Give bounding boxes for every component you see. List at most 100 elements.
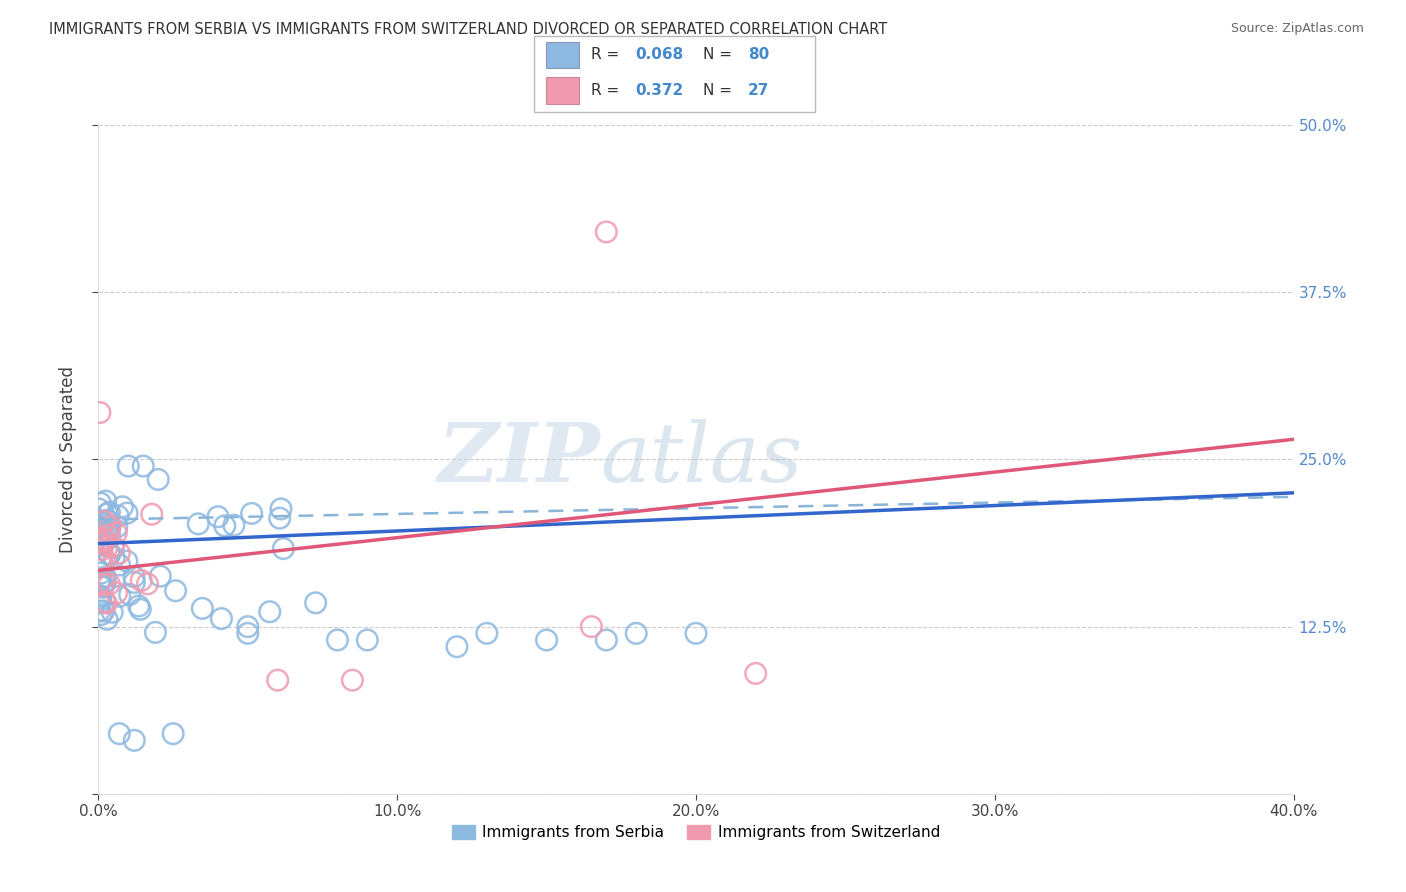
Point xyxy=(90,520,112,534)
Point xyxy=(267,673,290,687)
Point xyxy=(93,515,115,529)
Point xyxy=(87,528,110,542)
Point xyxy=(87,502,110,516)
Point xyxy=(685,626,707,640)
Text: 0.372: 0.372 xyxy=(636,83,683,98)
Point xyxy=(103,550,125,565)
Point xyxy=(98,547,121,561)
Point xyxy=(117,458,139,473)
Point xyxy=(94,570,117,584)
Point xyxy=(595,225,617,239)
Point xyxy=(536,633,558,648)
Point xyxy=(129,574,152,588)
Point xyxy=(101,605,124,619)
Legend: Immigrants from Serbia, Immigrants from Switzerland: Immigrants from Serbia, Immigrants from … xyxy=(446,819,946,847)
Point xyxy=(98,548,121,562)
Point xyxy=(145,625,167,640)
Point xyxy=(269,511,291,525)
Point xyxy=(115,554,138,568)
Point xyxy=(108,558,131,572)
Point xyxy=(91,516,114,531)
Point xyxy=(105,525,128,540)
Point xyxy=(89,405,111,420)
Point xyxy=(326,633,349,648)
Point xyxy=(90,566,112,581)
Point xyxy=(96,612,118,626)
Point xyxy=(240,507,263,521)
Point xyxy=(93,532,115,546)
Point xyxy=(91,580,114,594)
Point xyxy=(91,538,114,552)
Point xyxy=(141,508,163,522)
Point xyxy=(89,519,111,533)
Point xyxy=(115,506,138,520)
Point xyxy=(211,611,233,625)
Point xyxy=(207,509,229,524)
Point xyxy=(94,494,117,508)
Point xyxy=(89,596,111,610)
Point xyxy=(105,520,128,534)
Point xyxy=(356,633,378,648)
Point xyxy=(124,575,146,590)
Point xyxy=(103,539,125,553)
Point xyxy=(87,536,110,550)
Point xyxy=(129,602,152,616)
FancyBboxPatch shape xyxy=(534,36,815,112)
Point xyxy=(89,573,111,587)
Point xyxy=(90,589,112,603)
Point xyxy=(93,533,115,547)
Point xyxy=(91,542,114,557)
Point xyxy=(108,726,131,740)
Point xyxy=(93,577,115,591)
Point xyxy=(124,733,146,747)
Point xyxy=(475,626,498,640)
Point xyxy=(93,604,115,618)
Point xyxy=(98,577,121,591)
Point xyxy=(136,577,159,591)
Point xyxy=(132,458,155,473)
Point xyxy=(105,586,128,600)
Point xyxy=(111,500,134,514)
Point xyxy=(93,533,115,548)
Point xyxy=(222,518,245,533)
Point xyxy=(97,528,120,542)
Text: N =: N = xyxy=(703,83,737,98)
Point xyxy=(259,605,281,619)
Text: Source: ZipAtlas.com: Source: ZipAtlas.com xyxy=(1230,22,1364,36)
Point xyxy=(108,546,131,560)
Point xyxy=(97,518,120,533)
Point xyxy=(236,619,259,633)
Point xyxy=(91,536,114,550)
Point xyxy=(745,666,768,681)
Point xyxy=(626,626,648,640)
Point xyxy=(165,583,187,598)
Point xyxy=(101,541,124,555)
Point xyxy=(446,640,468,654)
Point xyxy=(118,588,141,602)
Point xyxy=(90,574,112,588)
Text: 0.068: 0.068 xyxy=(636,47,683,62)
Point xyxy=(89,591,111,605)
Y-axis label: Divorced or Separated: Divorced or Separated xyxy=(59,366,77,553)
Point xyxy=(214,518,236,533)
Point xyxy=(273,541,295,556)
Point xyxy=(128,599,150,613)
Point xyxy=(93,595,115,609)
Point xyxy=(94,554,117,568)
Point xyxy=(96,596,118,610)
Point xyxy=(90,607,112,622)
Point xyxy=(162,726,184,740)
Point xyxy=(91,579,114,593)
Point xyxy=(94,575,117,590)
Point xyxy=(595,633,617,648)
Point xyxy=(90,552,112,567)
Point xyxy=(122,570,145,584)
Text: R =: R = xyxy=(591,83,624,98)
Bar xyxy=(546,78,579,104)
Point xyxy=(107,508,129,523)
Point xyxy=(91,556,114,570)
Point xyxy=(304,596,326,610)
Point xyxy=(89,496,111,510)
Point xyxy=(96,513,118,527)
Point xyxy=(236,626,259,640)
